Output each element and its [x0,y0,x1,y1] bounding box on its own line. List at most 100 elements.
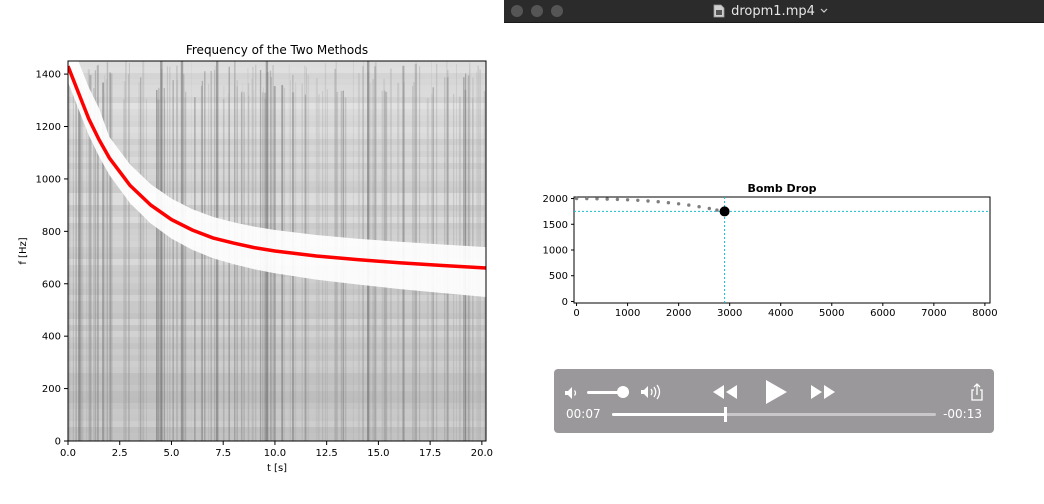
spectrogram-band [68,103,486,109]
volume-slider[interactable] [587,391,629,394]
bomb-y-tick-label: 0 [562,297,568,308]
spectrogram-band [68,319,486,325]
bomb-y-tick-label: 500 [549,271,568,282]
spectrogram-band [68,85,486,91]
x-axis-label: t [s] [267,463,287,474]
y-tick-label: 800 [42,227,61,238]
x-tick-label: 0.0 [60,448,76,459]
trail-point [656,200,660,204]
spectrogram-streak [128,74,129,441]
bomb-current-position [719,206,730,217]
share-icon[interactable] [970,383,984,401]
bomb-x-tick-label: 3000 [717,308,742,319]
spectrogram-streak [94,70,96,441]
spectrogram-streak [89,74,92,441]
spectrogram-streak [76,85,77,441]
spectrogram-streak [109,72,112,441]
spectrogram-streak [123,99,125,441]
spectrogram-band [68,421,486,427]
spectrogram-band [68,79,486,85]
trail-point [707,206,711,211]
spectrogram-band [68,409,486,415]
window-title[interactable]: dropm1.mp4 [731,3,815,19]
play-icon[interactable] [763,379,789,405]
spectrogram-streak [128,63,130,441]
zoom-window-button[interactable] [551,5,563,17]
spectrogram-band [68,175,486,181]
trail-point [585,196,589,201]
spectrogram-band [68,61,486,67]
spectrogram-band [68,187,486,193]
spectrogram-streak [79,90,81,441]
spectrogram-streak [194,97,196,441]
x-tick-label: 20.0 [471,448,493,459]
spectrogram-streak [240,91,243,441]
spectrogram-streak [180,61,184,441]
spectrogram-streak [140,77,142,441]
bomb-x-tick-label: 7000 [921,308,946,319]
spectrogram-band [68,169,486,175]
trail-point [595,197,599,201]
bomb-x-axis-ticks: 0 1000 2000 3000 4000 5000 6000 7000 8000 [573,303,998,319]
chevron-down-icon[interactable] [819,7,829,15]
spectrogram-area [68,61,486,441]
spectrogram-streak [164,100,166,441]
spectrogram-band [68,295,486,301]
trail-point [615,197,620,202]
bomb-x-tick-label: 6000 [870,308,895,319]
spectrogram-streak [104,74,105,441]
trail-point [697,205,701,209]
spectrogram-streak [191,61,192,441]
bomb-x-tick-label: 4000 [768,308,793,319]
x-tick-label: 2.5 [112,448,128,459]
spectrogram-streak [176,80,179,441]
spectrogram-streak [142,61,145,441]
spectrogram-streak [103,92,106,441]
scrubber-track[interactable] [612,413,936,416]
spectrogram-streak [227,93,230,441]
spectrogram-band [68,427,486,433]
spectrogram-band [68,121,486,127]
spectrogram-band [68,133,486,139]
scrubber-handle[interactable] [724,407,728,422]
spectrogram-band [68,127,486,133]
volume-low-icon[interactable] [564,386,580,400]
spectrogram-clear-band [68,61,486,297]
bomb-drop-chart: 0 1000 2000 3000 4000 5000 6000 7000 8000 0 500 10… [543,182,998,319]
spectrogram-band [68,313,486,319]
x-axis-ticks: 0.0 2.5 5.0 7.5 10.0 12.5 15.0 17.5 20.0 [60,441,493,459]
spectrogram-streak [110,73,113,441]
trail-point [574,196,579,201]
spectrogram-streak [125,61,127,441]
minimize-window-button[interactable] [531,5,543,17]
volume-high-icon[interactable] [640,384,664,400]
spectrogram-band [68,307,486,313]
spectrogram-streak [201,80,203,441]
rewind-icon[interactable] [712,384,738,400]
spectrogram-band [68,349,486,355]
spectrogram-band [68,325,486,331]
close-window-button[interactable] [511,5,523,17]
spectrogram-streak [156,90,158,441]
plot-frame [67,60,487,442]
spectrogram-streak [184,91,187,441]
y-tick-label: 1200 [36,122,61,133]
spectrogram-band [68,283,486,289]
spectrogram-streak [80,78,82,441]
bomb-y-tick-label: 1000 [543,246,568,257]
spectrogram-streak [146,98,147,441]
video-content: 0 1000 2000 3000 4000 5000 6000 7000 8000 0 500 10… [504,23,1044,504]
spectrogram-streak [106,62,109,441]
bomb-x-tick-label: 5000 [819,308,844,319]
spectrogram-band [68,163,486,169]
y-tick-label: 1400 [36,70,61,81]
spectrogram-streak [97,64,99,441]
spectrogram-band [68,343,486,349]
spectrogram-band [68,379,486,385]
spectrogram-streak [75,78,77,441]
spectrogram-band [68,181,486,187]
spectrogram-band [68,73,486,79]
volume-slider-knob[interactable] [616,386,629,398]
fast-forward-icon[interactable] [810,384,836,400]
spectrogram-streak [158,87,160,441]
